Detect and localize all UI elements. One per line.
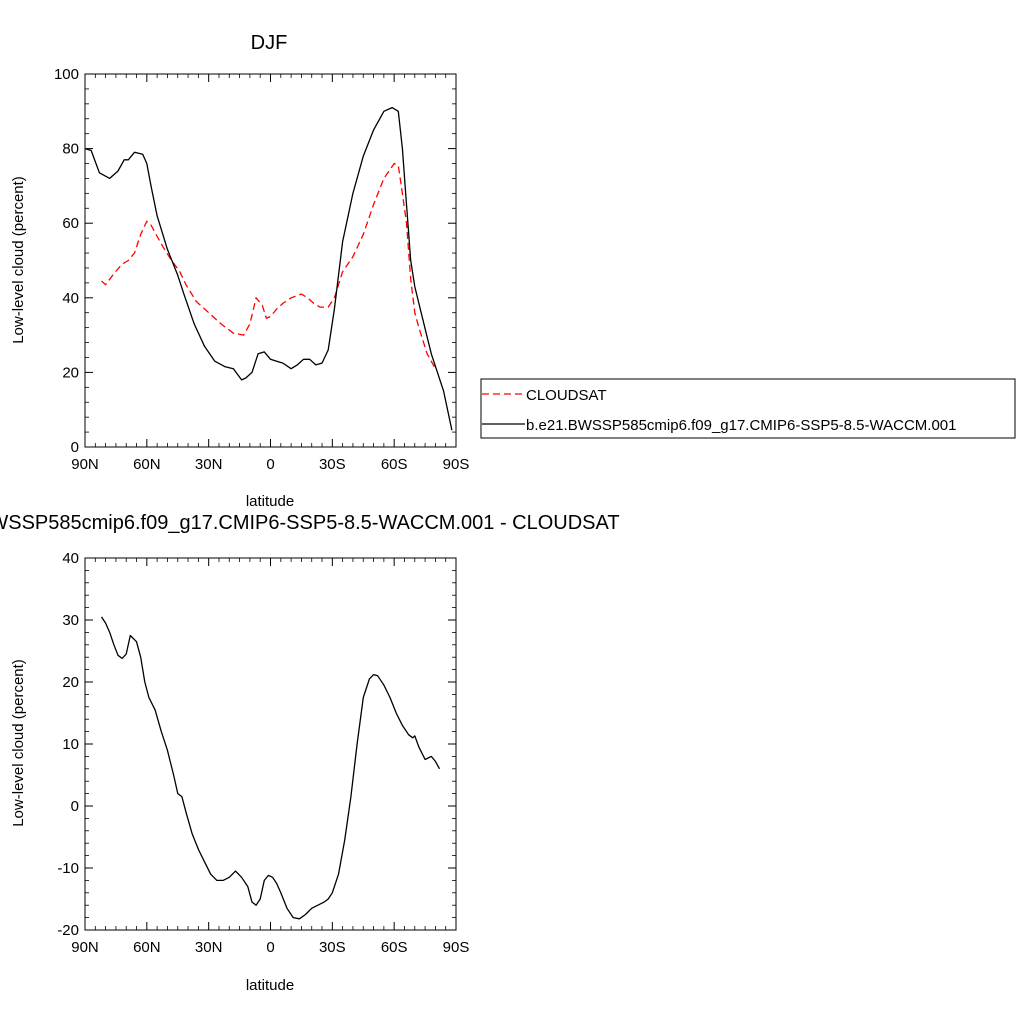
y-tick-label: 60 [62, 215, 79, 232]
legend: CLOUDSAT b.e21.BWSSP585cmip6.f09_g17.CMI… [480, 378, 1016, 439]
top-line-chart: DJF 90N 60N 30N 0 30S 60S 90S 0 20 40 60 80 100 Low-… [10, 32, 1016, 510]
x-tick-label: 90N [71, 939, 99, 956]
legend-label-cloudsat: CLOUDSAT [526, 387, 607, 404]
x-axis-label: latitude [246, 977, 294, 994]
chart-title: b.e21.BWSSP585cmip6.f09_g17.CMIP6-SSP5-8… [0, 512, 620, 534]
series-layer [100, 616, 441, 920]
x-tick-label: 60N [133, 939, 161, 956]
y-tick-label: 40 [62, 550, 79, 567]
y-tick-label: 40 [62, 290, 79, 307]
y-tick-label: 20 [62, 674, 79, 691]
series-line-b [84, 106, 453, 431]
y-tick-label: 0 [71, 798, 79, 815]
x-tick-label: 0 [266, 456, 274, 473]
y-axis-label: Low-level cloud (percent) [10, 176, 27, 344]
chart-title: DJF [251, 32, 288, 54]
x-tick-label: 0 [266, 939, 274, 956]
x-tick-label: 60S [381, 456, 408, 473]
x-tick-label: 30S [319, 456, 346, 473]
y-tick-label: -10 [57, 860, 79, 877]
plot-frame [84, 557, 457, 931]
y-axis-label: Low-level cloud (percent) [10, 659, 27, 827]
y-tick-label: -20 [57, 922, 79, 939]
axis-ticks: 90N 60N 30N 0 30S 60S 90S 0 20 40 60 80 100 [54, 66, 469, 473]
x-tick-label: 90N [71, 456, 99, 473]
series-layer [84, 106, 453, 431]
axis-ticks: 90N 60N 30N 0 30S 60S 90S -20 -10 0 10 20 30 40 [57, 550, 469, 956]
x-tick-label: 90S [443, 456, 470, 473]
legend-box [480, 378, 1016, 439]
y-tick-label: 10 [62, 736, 79, 753]
x-axis-label: latitude [246, 493, 294, 510]
y-tick-label: 30 [62, 612, 79, 629]
series-line-difference [100, 616, 441, 920]
x-tick-label: 30S [319, 939, 346, 956]
y-tick-label: 0 [71, 439, 79, 456]
x-tick-label: 30N [195, 456, 223, 473]
x-tick-label: 60N [133, 456, 161, 473]
y-tick-label: 80 [62, 141, 79, 158]
x-tick-label: 90S [443, 939, 470, 956]
y-tick-label: 20 [62, 364, 79, 381]
y-tick-label: 100 [54, 66, 79, 83]
x-tick-label: 30N [195, 939, 223, 956]
series-line-cloudsat [101, 162, 436, 370]
x-tick-label: 60S [381, 939, 408, 956]
bottom-line-chart: b.e21.BWSSP585cmip6.f09_g17.CMIP6-SSP5-8… [0, 512, 620, 994]
legend-label-model: b.e21.BWSSP585cmip6.f09_g17.CMIP6-SSP5-8… [526, 417, 956, 434]
